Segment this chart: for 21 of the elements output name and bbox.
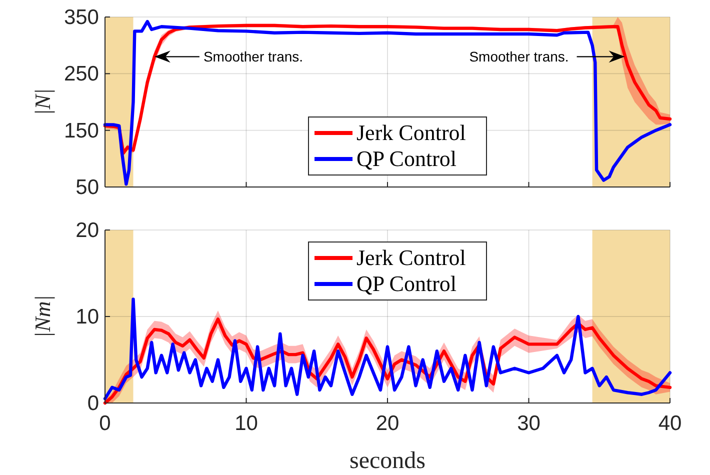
y-tick-label: 150 [64,119,99,142]
legend-label: QP Control [356,271,457,296]
y-axis-title: |Nm| [30,295,55,338]
x-tick-label: 20 [376,412,400,435]
y-tick-label: 0 [87,392,99,415]
x-tick-label: 40 [658,412,682,435]
annotation: Smoother trans. [469,48,569,65]
y-tick-label: 250 [64,62,99,86]
line-series [103,20,672,186]
annotation: Smoother trans. [203,48,304,65]
y-axis-title: |N| [30,88,55,116]
x-tick-label: 10 [234,412,258,435]
y-tick-label: 50 [76,176,99,199]
y-tick-label: 10 [76,306,99,328]
legend-label: Jerk Control [356,120,466,145]
x-tick-label: 30 [517,412,540,435]
y-tick-label: 20 [76,219,99,242]
legend-label: QP Control [356,146,457,171]
legend-label: Jerk Control [356,245,466,270]
x-axis-title: seconds [350,448,426,474]
y-tick-label: 350 [64,6,99,29]
